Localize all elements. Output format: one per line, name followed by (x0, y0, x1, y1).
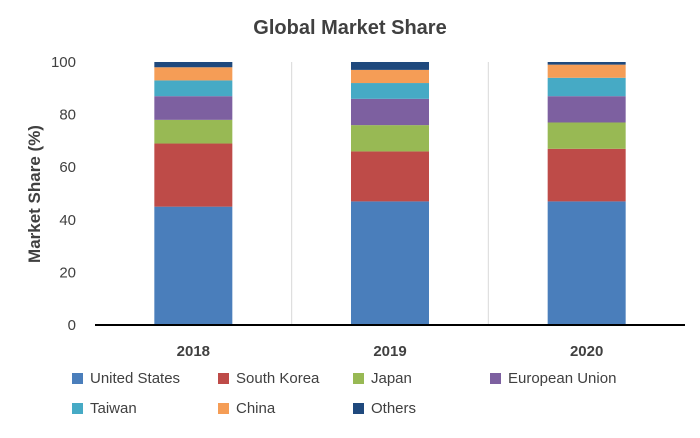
bar-segment (547, 64, 626, 78)
legend-label: China (236, 400, 276, 417)
y-tick-label: 0 (68, 317, 76, 334)
legend: United States South Korea Japan European Un… (72, 370, 692, 430)
bar-segment (547, 77, 626, 97)
legend-item: South Korea (218, 370, 319, 387)
bar-segment (351, 98, 429, 126)
legend-label: Taiwan (90, 400, 137, 417)
legend-item: United States (72, 370, 180, 387)
legend-row: Taiwan China Others (72, 400, 692, 430)
bar-segment (351, 151, 429, 202)
bar-segment (154, 119, 233, 144)
legend-swatch (353, 403, 364, 414)
legend-row: United States South Korea Japan European Un… (72, 370, 692, 400)
legend-swatch (353, 373, 364, 384)
bar-segment (351, 69, 429, 84)
bar-segment (351, 62, 429, 70)
bar-segment (351, 201, 429, 325)
legend-label: United States (90, 370, 181, 387)
legend-item: China (218, 400, 275, 417)
bar-segment (351, 125, 429, 152)
plot-area: 0 20 40 60 80 100 2018 2019 2020 (51, 54, 685, 360)
bar-segment (154, 67, 233, 81)
bar-segment (547, 62, 626, 65)
legend-item: European Union (490, 370, 616, 387)
bar-segment (154, 143, 233, 207)
chart-title: Global Market Share (253, 17, 446, 39)
bar-segment (154, 206, 233, 325)
bar-segment (154, 96, 233, 120)
legend-swatch (72, 373, 83, 384)
bar-segment (154, 80, 233, 97)
bar-segment (547, 148, 626, 202)
legend-swatch (72, 403, 83, 414)
legend-item: Taiwan (72, 400, 137, 417)
bar-segment (547, 122, 626, 149)
bar-segment (154, 62, 233, 68)
y-tick-label: 20 (59, 264, 76, 281)
legend-swatch (490, 373, 501, 384)
bar-segment (351, 83, 429, 99)
y-tick-label: 60 (59, 159, 76, 176)
legend-label: European Union (508, 370, 617, 387)
bar-segment (547, 96, 626, 123)
y-tick-label: 40 (59, 212, 76, 229)
y-axis-label: Market Share (%) (25, 125, 44, 263)
legend-swatch (218, 373, 229, 384)
x-tick-label: 2019 (373, 343, 406, 360)
bar-segment (547, 201, 626, 325)
legend-item: Japan (353, 370, 412, 387)
x-tick-label: 2018 (177, 343, 210, 360)
legend-label: Others (371, 400, 417, 417)
y-tick-label: 100 (51, 54, 76, 71)
y-tick-label: 80 (59, 107, 76, 124)
legend-label: South Korea (236, 370, 320, 387)
stacked-bar-chart: Global Market Share Market Share (%) 0 20… (25, 17, 685, 360)
legend-label: Japan (371, 370, 412, 387)
legend-swatch (218, 403, 229, 414)
x-tick-label: 2020 (570, 343, 603, 360)
legend-item: Others (353, 400, 416, 417)
